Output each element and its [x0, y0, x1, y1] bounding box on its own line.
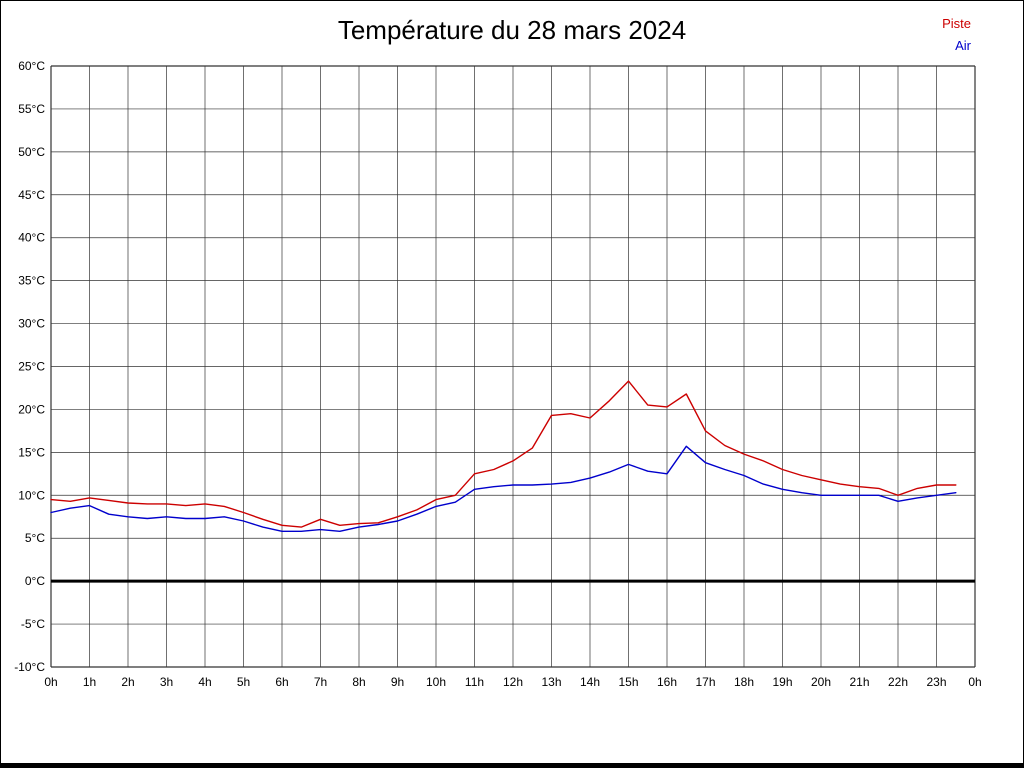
x-tick-label: 0h	[44, 675, 57, 689]
y-tick-label: 50°C	[18, 145, 45, 159]
y-tick-label: 35°C	[18, 274, 45, 288]
y-tick-label: 45°C	[18, 188, 45, 202]
x-tick-label: 11h	[465, 675, 484, 689]
x-tick-label: 20h	[811, 675, 831, 689]
x-tick-label: 23h	[926, 675, 946, 689]
x-tick-label: 3h	[160, 675, 173, 689]
y-tick-label: 40°C	[18, 231, 45, 245]
x-tick-label: 2h	[121, 675, 134, 689]
y-tick-label: 55°C	[18, 102, 45, 116]
x-tick-label: 14h	[580, 675, 600, 689]
x-tick-label: 4h	[198, 675, 211, 689]
y-tick-label: 15°C	[18, 445, 45, 459]
series-line-piste	[50, 380, 957, 528]
x-tick-label: 10h	[426, 675, 446, 689]
x-tick-label: 9h	[391, 675, 404, 689]
x-tick-label: 18h	[734, 675, 754, 689]
x-tick-label: 12h	[503, 675, 523, 689]
chart-axis-labels: -10°C -5°C 0°C 5°C 10°C 15°C 20°C 25°C 30°C 35°C 4…	[14, 59, 981, 689]
legend-item-piste: Piste	[942, 16, 971, 31]
x-tick-label: 17h	[695, 675, 715, 689]
x-tick-label: 22h	[888, 675, 908, 689]
y-tick-label: -5°C	[21, 617, 45, 631]
y-tick-label: 0°C	[25, 574, 45, 588]
x-tick-label: 21h	[849, 675, 869, 689]
chart-series	[50, 380, 957, 532]
x-tick-label: 6h	[275, 675, 288, 689]
y-tick-label: -10°C	[14, 660, 45, 674]
x-tick-label: 15h	[618, 675, 638, 689]
y-tick-label: 25°C	[18, 360, 45, 374]
x-tick-label: 8h	[352, 675, 365, 689]
chart-title: Température du 28 mars 2024	[337, 15, 687, 45]
legend-item-air: Air	[955, 38, 971, 54]
y-tick-label: 60°C	[18, 59, 45, 73]
y-tick-label: 30°C	[18, 317, 45, 331]
x-tick-label: 5h	[237, 675, 250, 689]
y-tick-label: 10°C	[18, 488, 45, 502]
x-tick-label: 19h	[772, 675, 792, 689]
chart-grid	[50, 65, 976, 668]
chart-legend: Piste Air	[942, 13, 971, 57]
y-tick-label: 20°C	[18, 402, 45, 416]
x-tick-label: 7h	[314, 675, 327, 689]
x-tick-label: 13h	[541, 675, 561, 689]
series-line-air	[50, 445, 957, 532]
y-tick-label: 5°C	[25, 531, 45, 545]
x-tick-label: 16h	[657, 675, 677, 689]
x-tick-label: 1h	[83, 675, 96, 689]
x-tick-label: 0h	[968, 675, 981, 689]
